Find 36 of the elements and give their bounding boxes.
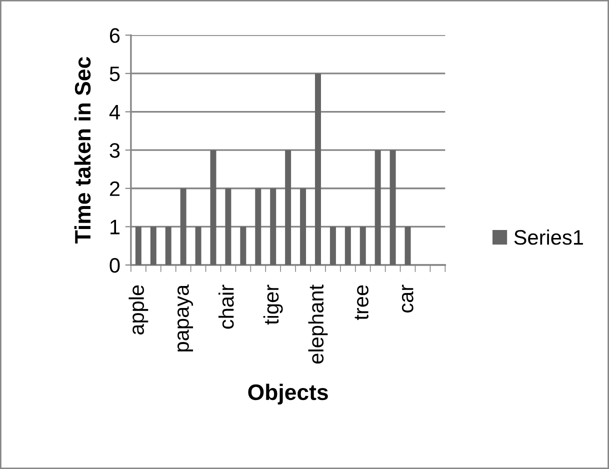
x-tick-label: elephant: [308, 284, 328, 364]
y-tick-label: 2: [110, 181, 120, 196]
y-axis-title: Time taken in Sec: [74, 57, 91, 244]
y-tick-label: 0: [110, 258, 120, 273]
bar: [374, 150, 381, 265]
x-tick-label: apple: [128, 285, 148, 335]
bar: [240, 226, 246, 265]
bar: [270, 188, 276, 265]
bar: [330, 226, 336, 265]
bar: [344, 226, 351, 265]
y-tick-label: 6: [110, 28, 120, 43]
bar: [225, 188, 232, 265]
x-tick-label: tiger: [263, 284, 283, 325]
x-tick-label: chair: [218, 284, 234, 329]
x-tick-label: papaya: [177, 284, 194, 352]
legend-label: Series1: [514, 229, 583, 245]
x-axis-title: Objects: [248, 384, 328, 405]
bar: [150, 226, 156, 265]
bar: [300, 188, 306, 265]
bar: [165, 226, 172, 265]
x-tick-label: tree: [354, 285, 368, 320]
bar: [195, 226, 202, 265]
y-tick-label: 3: [110, 143, 120, 158]
bar: [255, 188, 262, 265]
bar: [180, 188, 186, 265]
y-tick-label: 5: [110, 66, 120, 82]
bar: [135, 226, 142, 265]
x-tick-label: car: [402, 284, 414, 312]
bar: [404, 226, 411, 265]
y-tick-label: 4: [109, 104, 120, 120]
bar: [360, 226, 366, 265]
bar: [210, 150, 216, 265]
y-tick-label: 1: [110, 220, 120, 234]
bar: [390, 150, 396, 265]
bar: [285, 150, 292, 265]
bar: [314, 73, 321, 265]
